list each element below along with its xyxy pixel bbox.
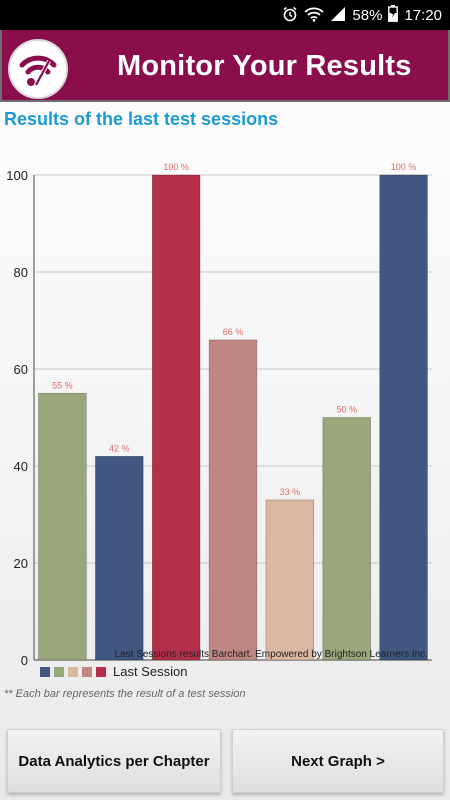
chart-footnote: ** Each bar represents the result of a t… [4, 688, 246, 700]
bar [38, 392, 87, 661]
bar [151, 174, 201, 661]
bar-data-label: 33 % [280, 487, 301, 497]
y-tick-label: 0 [21, 653, 28, 668]
legend-swatches [40, 666, 106, 677]
alarm-icon [282, 6, 298, 26]
app-header: Monitor Your Results [0, 30, 450, 102]
wifi-icon [304, 6, 325, 26]
legend-swatch [96, 666, 106, 677]
battery-percent: 58% [352, 7, 383, 24]
next-graph-button[interactable]: Next Graph > [232, 729, 444, 793]
bar-data-label: 100 % [163, 162, 189, 172]
signal-icon [330, 6, 346, 26]
bar [95, 455, 144, 661]
bar-data-label: 66 % [223, 327, 244, 337]
bar-data-label: 55 % [52, 380, 73, 390]
legend-swatch [68, 666, 78, 677]
bar-chart-svg: 0 20 40 60 80 100 55 % 42 % 100 % 66 % 33 % 50 % 100… [6, 162, 432, 668]
results-bar-chart: 0 20 40 60 80 100 55 % 42 % 100 % 66 % 33 % 50 % 100… [0, 150, 450, 690]
data-analytics-per-chapter-button[interactable]: Data Analytics per Chapter [7, 729, 221, 793]
status-bar: 58% 17:20 [0, 0, 450, 30]
bar-data-label: 50 % [336, 405, 357, 415]
chart-description: Last Sessions results Barchart. Empowere… [114, 649, 428, 660]
wifi-logo-icon [8, 39, 68, 99]
bar [208, 339, 258, 661]
y-tick-label: 100 [6, 168, 28, 183]
legend-swatch [40, 666, 50, 677]
chart-legend: Last Session [40, 664, 187, 679]
y-tick-label: 60 [14, 362, 28, 377]
legend-label: Last Session [113, 664, 188, 679]
bar-data-label: 100 % [391, 162, 417, 172]
bar [265, 499, 315, 661]
legend-swatch [82, 666, 92, 677]
bar-data-label: 42 % [109, 443, 130, 453]
bar [322, 417, 371, 661]
bar [379, 174, 428, 661]
page-title: Monitor Your Results [117, 50, 412, 82]
section-title: Results of the last test sessions [4, 109, 279, 129]
y-tick-label: 20 [14, 556, 28, 571]
battery-icon [388, 5, 399, 26]
y-tick-label: 80 [14, 265, 28, 280]
y-tick-label: 40 [14, 459, 28, 474]
legend-swatch [54, 666, 64, 677]
clock-time: 17:20 [404, 7, 442, 24]
